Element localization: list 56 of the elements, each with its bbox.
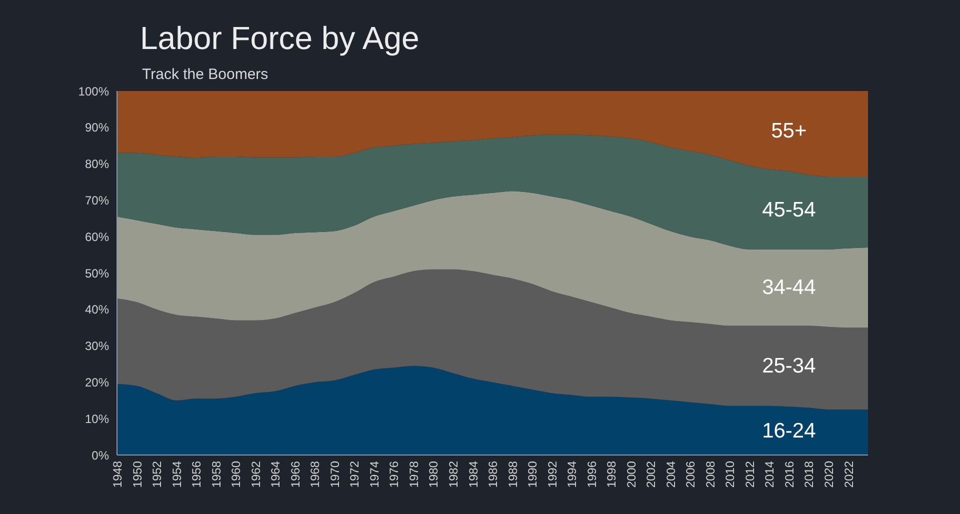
y-tick-label: 40%	[84, 302, 110, 317]
x-tick-label: 1998	[604, 460, 619, 488]
x-tick-label: 1948	[110, 460, 125, 488]
y-tick-label: 70%	[84, 193, 110, 208]
chart-title: Labor Force by Age	[140, 20, 420, 57]
x-tick-label: 2016	[782, 460, 796, 488]
x-tick-label: 1960	[229, 460, 244, 488]
x-tick-label: 1996	[584, 460, 599, 488]
x-tick-label: 2008	[703, 460, 718, 488]
x-tick-label: 1950	[130, 460, 144, 488]
x-tick-label: 2020	[822, 460, 836, 488]
x-tick-label: 1978	[406, 460, 421, 488]
series-label: 16-24	[762, 419, 816, 442]
y-tick-label: 90%	[84, 120, 110, 135]
x-tick-label: 1988	[506, 460, 520, 488]
x-tick-label: 2000	[624, 460, 638, 488]
x-tick-label: 1952	[150, 460, 164, 488]
x-tick-label: 2010	[723, 460, 738, 488]
y-tick-label: 100%	[78, 84, 110, 98]
x-tick-label: 1966	[288, 460, 302, 488]
x-tick-label: 1962	[248, 460, 263, 488]
series-label: 55+	[771, 120, 807, 143]
x-tick-label: 2018	[802, 460, 816, 488]
series-label: 25-34	[762, 354, 816, 378]
x-tick-label: 1956	[190, 460, 204, 488]
y-tick-label: 30%	[84, 339, 110, 354]
x-tick-label: 2014	[762, 460, 777, 488]
x-tick-label: 1984	[466, 460, 480, 488]
x-tick-label: 1972	[348, 460, 362, 488]
x-tick-label: 2012	[742, 460, 757, 488]
x-tick-label: 1992	[545, 460, 560, 488]
x-tick-label: 1958	[209, 460, 224, 488]
series-label: 45-54	[762, 198, 816, 222]
x-tick-label: 1974	[367, 460, 382, 488]
x-tick-label: 2004	[664, 460, 678, 488]
x-tick-label: 1976	[387, 460, 402, 488]
y-tick-label: 0%	[92, 448, 110, 462]
x-tick-label: 1986	[486, 460, 500, 488]
x-tick-label: 2006	[684, 460, 698, 488]
x-tick-label: 1990	[526, 460, 540, 488]
x-tick-label: 2022	[842, 460, 856, 488]
y-tick-label: 10%	[84, 412, 110, 426]
x-tick-label: 1968	[308, 460, 322, 488]
x-tick-label: 1970	[328, 460, 342, 488]
chart-subtitle: Track the Boomers	[142, 66, 268, 83]
y-tick-label: 50%	[84, 266, 110, 280]
x-tick-label: 2002	[644, 460, 658, 488]
x-tick-label: 1980	[426, 460, 441, 488]
x-tick-label: 1982	[446, 460, 460, 488]
x-tick-label: 1954	[170, 460, 184, 488]
series-label: 34-44	[762, 276, 816, 300]
x-tick-label: 1964	[268, 460, 283, 488]
y-tick-label: 20%	[84, 375, 110, 390]
y-tick-label: 80%	[84, 157, 110, 172]
x-tick-label: 1994	[565, 460, 580, 488]
y-tick-label: 60%	[84, 230, 110, 244]
